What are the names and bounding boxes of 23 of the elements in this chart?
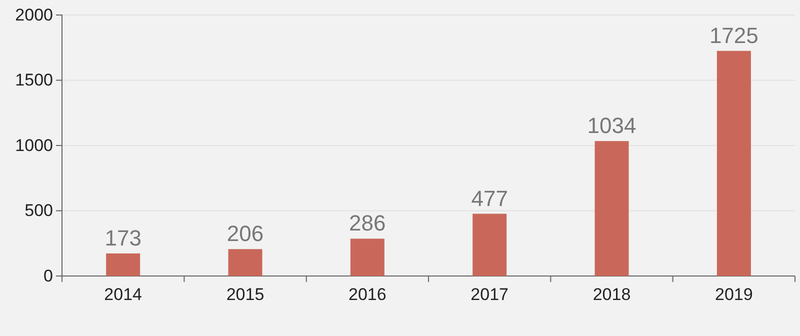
x-tick-label: 2018 xyxy=(592,285,631,304)
bar xyxy=(228,249,262,276)
y-tick-label: 1000 xyxy=(15,136,53,155)
y-tick-label: 0 xyxy=(44,266,53,286)
data-label: 206 xyxy=(226,221,264,246)
x-tick-label: 2014 xyxy=(104,285,142,304)
bar xyxy=(472,214,507,276)
data-label: 286 xyxy=(349,210,386,236)
x-tick-label: 2019 xyxy=(715,285,753,304)
data-label: 1725 xyxy=(709,22,758,48)
data-label: 477 xyxy=(471,186,508,211)
data-label: 173 xyxy=(104,225,142,250)
bar xyxy=(350,238,384,276)
y-tick-label: 2000 xyxy=(15,5,53,24)
y-tick-label: 500 xyxy=(24,201,53,220)
bar xyxy=(716,50,751,276)
data-label: 1034 xyxy=(587,113,636,138)
x-tick-label: 2015 xyxy=(226,285,264,304)
y-tick-label: 1500 xyxy=(15,70,53,90)
bar xyxy=(106,253,140,276)
bar xyxy=(594,141,629,276)
x-tick-label: 2017 xyxy=(470,285,508,304)
x-tick-label: 2016 xyxy=(348,285,386,304)
